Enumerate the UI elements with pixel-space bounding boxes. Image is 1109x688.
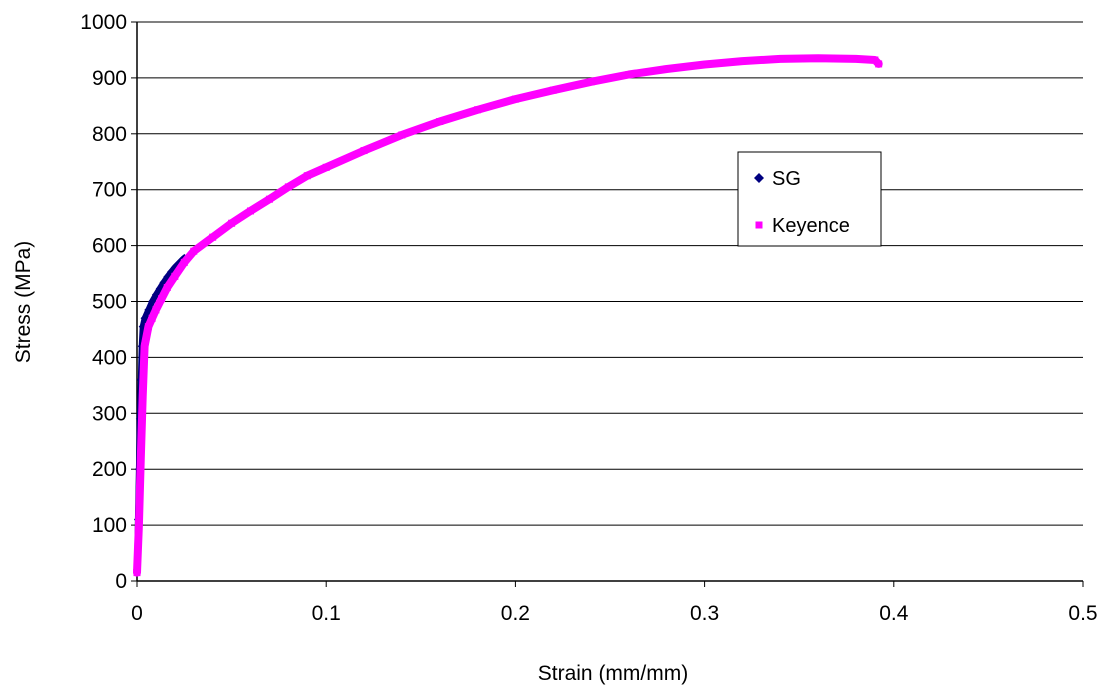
data-point bbox=[140, 314, 149, 323]
data-point bbox=[436, 118, 444, 126]
data-point bbox=[158, 295, 166, 303]
data-point bbox=[148, 314, 156, 322]
data-point bbox=[322, 163, 330, 171]
y-tick-label: 0 bbox=[115, 570, 127, 593]
data-point bbox=[141, 342, 149, 350]
series-line bbox=[133, 54, 883, 577]
data-point bbox=[701, 60, 709, 68]
y-tick-label: 700 bbox=[92, 179, 127, 202]
y-tick-label: 800 bbox=[92, 123, 127, 146]
legend-box bbox=[737, 151, 882, 247]
data-point bbox=[663, 65, 671, 73]
data-point bbox=[190, 247, 198, 255]
data-point bbox=[137, 454, 145, 462]
series-keyence bbox=[133, 54, 883, 577]
x-tick-label: 0 bbox=[131, 602, 143, 625]
data-point bbox=[875, 60, 883, 68]
data-point bbox=[209, 233, 217, 241]
x-axis-title: Strain (mm/mm) bbox=[538, 662, 689, 685]
x-tick-label: 0.2 bbox=[501, 602, 530, 625]
legend-label: SG bbox=[772, 168, 801, 190]
data-point bbox=[625, 71, 633, 79]
data-point bbox=[474, 106, 482, 114]
y-tick-label: 500 bbox=[92, 291, 127, 314]
x-tick-label: 0.5 bbox=[1068, 602, 1097, 625]
legend-marker bbox=[754, 173, 764, 183]
y-tick-label: 200 bbox=[92, 458, 127, 481]
data-point bbox=[814, 54, 822, 62]
data-point bbox=[228, 219, 236, 227]
data-point bbox=[247, 207, 255, 215]
data-point bbox=[852, 55, 860, 63]
data-point bbox=[133, 569, 141, 577]
data-point bbox=[163, 284, 171, 292]
y-tick-label: 900 bbox=[92, 67, 127, 90]
y-tick-label: 300 bbox=[92, 402, 127, 425]
data-point bbox=[398, 131, 406, 139]
data-point bbox=[776, 55, 784, 63]
data-point bbox=[511, 95, 519, 103]
data-point bbox=[171, 272, 179, 280]
data-point bbox=[265, 195, 273, 203]
legend-marker bbox=[755, 221, 763, 229]
data-point bbox=[135, 521, 143, 529]
data-point bbox=[303, 172, 311, 180]
legend-label: Keyence bbox=[772, 215, 850, 237]
y-tick-label: 600 bbox=[92, 235, 127, 258]
data-point bbox=[360, 147, 368, 155]
data-point bbox=[871, 56, 879, 64]
data-point bbox=[152, 306, 160, 314]
data-point bbox=[144, 323, 152, 331]
data-point bbox=[151, 290, 160, 299]
legend: SG Keyence bbox=[737, 151, 882, 247]
x-tick-label: 0.1 bbox=[312, 602, 341, 625]
y-tick-labels: 0 100 200 300 400 500 600 700 800 900 1000 bbox=[80, 11, 127, 593]
data-point bbox=[738, 57, 746, 65]
y-tick-label: 1000 bbox=[80, 11, 127, 34]
data-point bbox=[148, 297, 157, 306]
data-series bbox=[133, 54, 883, 577]
gridlines bbox=[137, 21, 1083, 526]
data-point bbox=[144, 305, 153, 314]
y-tick-label: 400 bbox=[92, 346, 127, 369]
data-point bbox=[180, 258, 188, 266]
x-tick-label: 0.3 bbox=[690, 602, 719, 625]
legend-item-keyence: Keyence bbox=[755, 215, 850, 237]
x-tick-labels: 0 0.1 0.2 0.3 0.4 0.5 bbox=[131, 602, 1097, 625]
data-point bbox=[587, 78, 595, 86]
y-axis-title: Stress (MPa) bbox=[12, 241, 35, 364]
data-point bbox=[139, 393, 147, 401]
legend-item-sg: SG bbox=[754, 168, 801, 190]
data-point bbox=[284, 183, 292, 191]
y-tick-label: 100 bbox=[92, 514, 127, 537]
axes bbox=[131, 21, 1084, 587]
data-point bbox=[549, 86, 557, 94]
x-tick-label: 0.4 bbox=[879, 602, 909, 625]
